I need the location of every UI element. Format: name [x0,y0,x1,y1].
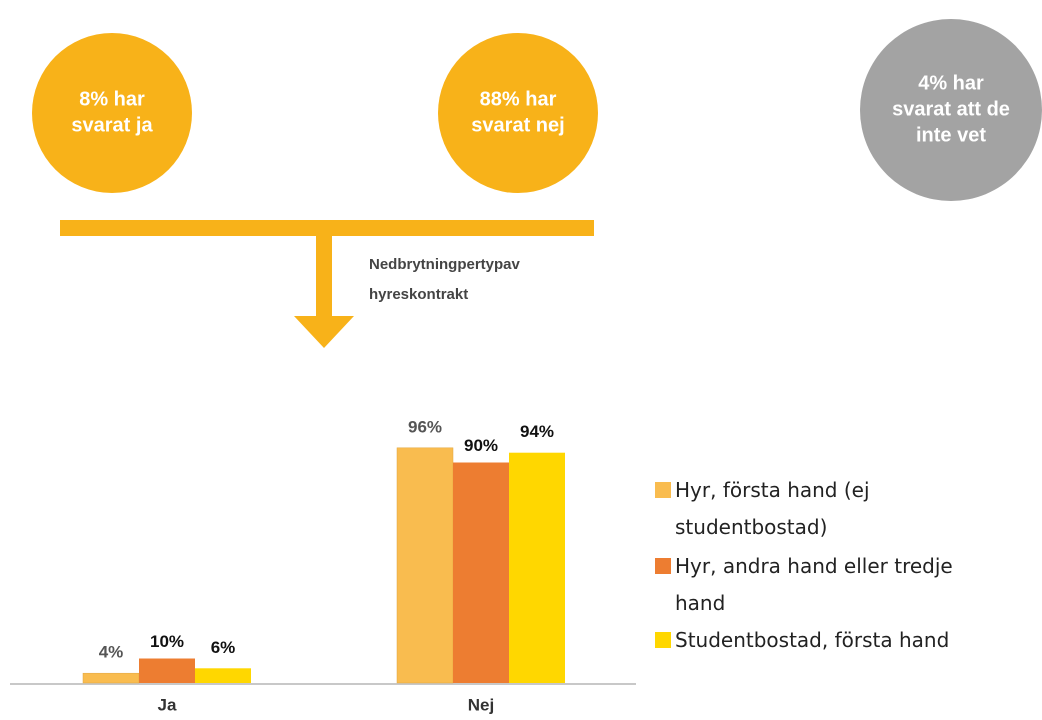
legend-item: Hyr, andra hand eller tredje hand [655,548,1005,622]
connector-stem [316,236,332,318]
circle-text: svarat nej [471,114,564,136]
data-label: 90% [464,436,498,455]
legend-item: Hyr, första hand (ej studentbostad) [655,472,1005,546]
legend-label: Studentbostad, första hand [675,628,950,652]
bar [195,668,251,683]
circle-text: 88% har [480,88,557,110]
annotation: Nedbrytningpertypav [369,256,521,273]
circle [860,19,1042,201]
x-tick-label: Ja [158,695,177,714]
legend-label: Hyr, första hand (ej studentbostad) [675,478,870,539]
circle [438,33,598,193]
circle-text: svarat att de [892,98,1010,120]
circle-text: svarat ja [71,114,153,136]
data-label: 94% [520,422,554,441]
bar [139,658,195,683]
arrow-head [294,316,354,348]
data-label: 4% [99,643,124,662]
circle-text: inte vet [916,124,986,146]
legend-swatch [655,558,671,574]
connector-bar [60,220,594,236]
annotation: hyreskontrakt [369,286,468,303]
bar [82,672,140,684]
legend-label: Hyr, andra hand eller tredje hand [675,554,953,615]
bar [453,462,509,683]
legend-swatch [655,482,671,498]
legend-item: Studentbostad, första hand [655,622,1005,659]
x-tick-label: Nej [468,695,494,714]
bar [509,452,565,683]
circle [32,33,192,193]
bar [396,447,454,684]
legend-swatch [655,632,671,648]
circle-text: 8% har [79,88,145,110]
circle-text: 4% har [918,72,984,94]
data-label: 96% [408,417,442,436]
data-label: 6% [211,638,236,657]
data-label: 10% [150,632,184,651]
